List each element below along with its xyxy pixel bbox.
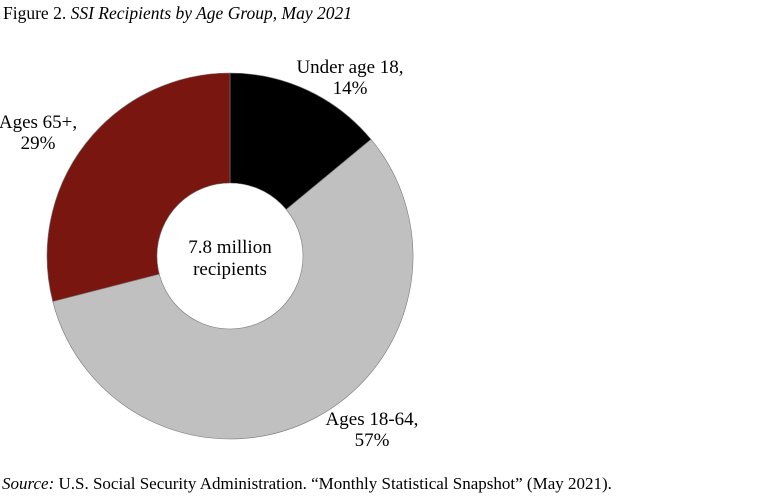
figure-number: Figure 2. xyxy=(3,3,67,23)
center-label: 7.8 million recipients xyxy=(188,237,272,280)
source-text: U.S. Social Security Administration. “Mo… xyxy=(58,474,612,493)
slice-label-percent: 14% xyxy=(333,78,368,99)
source-note: Source: U.S. Social Security Administrat… xyxy=(2,473,612,495)
center-label-line: 7.8 million xyxy=(188,237,272,258)
figure-title-text: SSI Recipients by Age Group, May 2021 xyxy=(70,3,352,23)
donut-hole-circle xyxy=(156,182,304,330)
slice-labels: Under age 18, 14% Ages 18-64, 57% Ages 65+, 2… xyxy=(0,57,418,451)
source-prefix: Source: xyxy=(2,474,55,493)
center-label-text: 7.8 million recipients xyxy=(188,237,272,280)
slice-label: Under age 18, 14% xyxy=(296,57,403,99)
donut-hole xyxy=(156,182,304,330)
slice-label-percent: 29% xyxy=(21,133,56,154)
slice-label: Ages 65+, 29% xyxy=(0,112,77,154)
figure-title: Figure 2. SSI Recipients by Age Group, M… xyxy=(3,2,352,24)
slice-label-name: Under age 18, xyxy=(296,57,403,78)
slice-label-percent: 57% xyxy=(355,430,390,451)
slice-label-name: Ages 65+, xyxy=(0,112,77,133)
slice-label-name: Ages 18-64, xyxy=(326,409,419,430)
slice-label: Ages 18-64, 57% xyxy=(326,409,419,451)
center-label-line: recipients xyxy=(193,259,267,280)
